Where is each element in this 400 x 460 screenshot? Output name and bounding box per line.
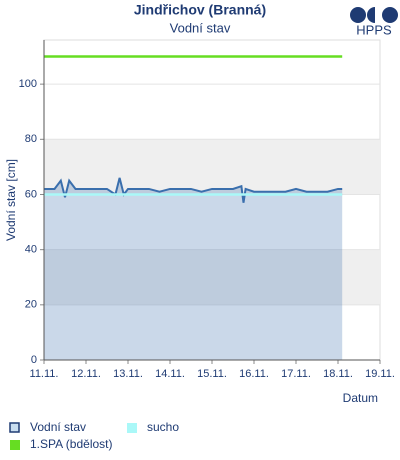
x-tick-label: 16.11. — [239, 368, 269, 380]
legend-label: sucho — [147, 420, 179, 434]
legend-swatch — [9, 422, 20, 433]
logo-half — [367, 7, 375, 23]
x-tick-label: 17.11. — [281, 368, 311, 380]
logo-text: HPPS — [356, 22, 392, 37]
logo: HPPS — [350, 7, 398, 37]
x-tick-label: 15.11. — [197, 368, 227, 380]
y-tick-label: 100 — [19, 78, 37, 90]
chart-title: Jindřichov (Branná) — [134, 2, 266, 18]
series-line — [44, 177, 343, 203]
plot-background — [43, 39, 381, 361]
logo-circle — [350, 7, 366, 23]
x-tick-label: 18.11. — [323, 368, 353, 380]
y-tick-label: 60 — [25, 188, 37, 200]
y-tick-label: 0 — [31, 354, 37, 366]
x-tick-label: 13.11. — [113, 368, 143, 380]
legend-swatch — [127, 423, 137, 433]
y-tick-label: 40 — [25, 244, 37, 256]
x-axis-label: Datum — [343, 391, 378, 405]
y-tick-label: 20 — [25, 299, 37, 311]
legend-swatch — [10, 440, 20, 450]
y-tick-label: 80 — [25, 133, 37, 145]
chart-subtitle: Vodní stav — [170, 20, 231, 35]
x-tick-label: 19.11. — [365, 368, 395, 380]
plot-band — [44, 139, 380, 195]
plot-area: 0 20 40 60 80 100 11.11. 12.11. 13.11. 14.11. 15.1… — [19, 39, 395, 380]
y-axis-label: Vodní stav [cm] — [4, 159, 18, 241]
plot-band — [44, 249, 380, 305]
legend: Vodní stav sucho 1.SPA (bdělost) — [9, 420, 179, 451]
x-tick-label: 12.11. — [71, 368, 101, 380]
legend-label: Vodní stav — [30, 420, 86, 434]
legend-label: 1.SPA (bdělost) — [30, 437, 113, 451]
logo-circle — [382, 7, 398, 23]
series-area — [44, 177, 343, 360]
x-tick-label: 11.11. — [30, 368, 59, 380]
x-tick-label: 14.11. — [155, 368, 185, 380]
